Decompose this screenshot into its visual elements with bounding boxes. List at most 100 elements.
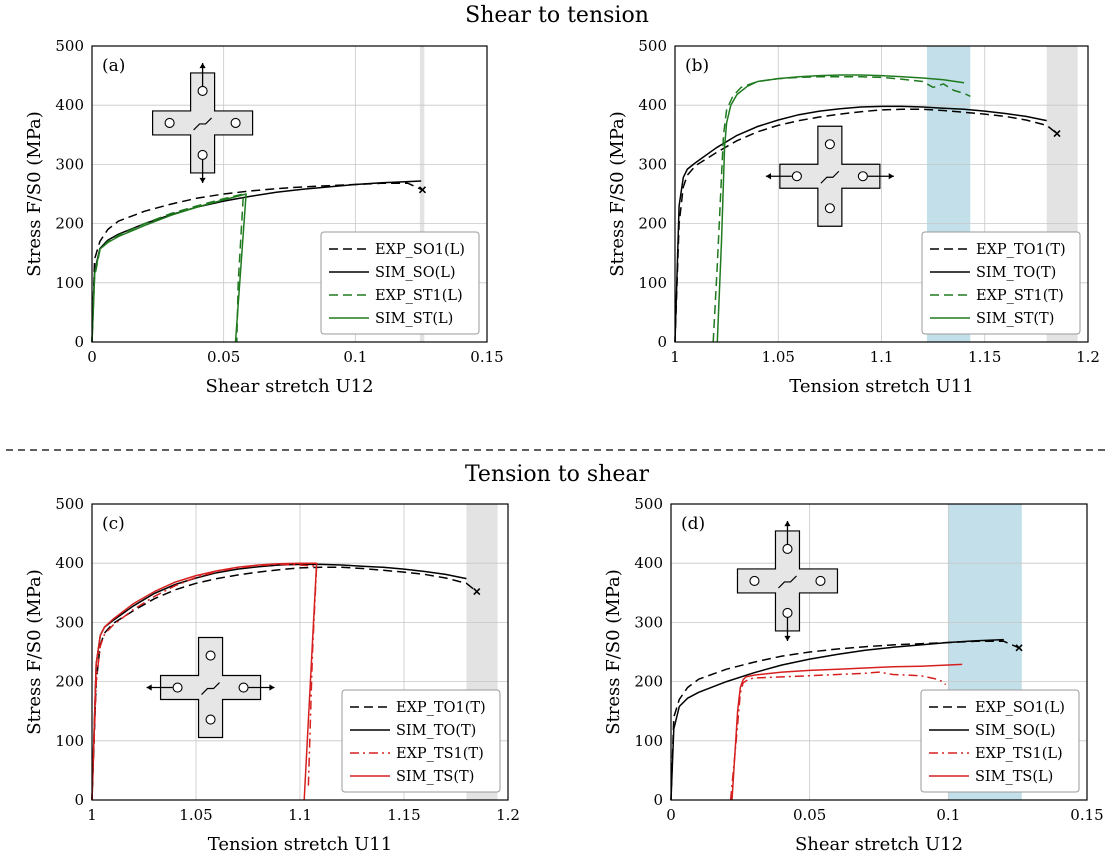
specimen-hole xyxy=(197,85,208,97)
legend-entry: EXP_TO1(T) xyxy=(396,700,486,716)
legend-box xyxy=(920,689,1080,793)
y-tick-label: 300 xyxy=(634,613,663,631)
x-tick-label: 0.1 xyxy=(343,348,367,366)
x-tick-label: 0 xyxy=(87,348,97,366)
legend: EXP_SO1(L) SIM_SO(L) EXP_ST1(L) SIM_ST(L) xyxy=(320,231,480,335)
specimen-hole xyxy=(197,149,208,161)
legend-entry: SIM_ST(L) xyxy=(375,311,453,327)
series-line-exp-to1-t- xyxy=(674,108,1058,343)
failure-marker xyxy=(1053,130,1061,138)
specimen-icon xyxy=(152,62,254,183)
x-tick-label: 1.1 xyxy=(288,806,312,824)
y-tick-label: 200 xyxy=(638,215,667,233)
specimen-hole xyxy=(782,607,793,619)
y-tick-label: 0 xyxy=(74,791,84,809)
load-arrowhead xyxy=(146,684,152,691)
legend-entry: SIM_TS(L) xyxy=(975,769,1053,785)
series-line-sim-so-l- xyxy=(91,180,422,343)
specimen-body-shape xyxy=(779,125,881,227)
specimen-body-shape xyxy=(159,636,262,739)
specimen-hole xyxy=(172,682,183,693)
specimen-hole xyxy=(857,171,868,182)
load-arrowhead xyxy=(888,173,894,180)
legend-box xyxy=(921,231,1081,335)
series-line-sim-ts-t- xyxy=(91,562,318,801)
series-line-sim-st-t- xyxy=(716,74,965,343)
x-axis-label: Tension stretch U11 xyxy=(789,376,973,397)
specimen-hole xyxy=(824,203,835,214)
load-arrowhead xyxy=(765,173,772,180)
failure-marker xyxy=(418,186,427,194)
plot-frame xyxy=(91,45,488,343)
y-tick-label: 400 xyxy=(638,96,667,114)
load-arrowhead xyxy=(269,684,275,691)
x-tick-label: 1.2 xyxy=(1076,348,1100,366)
gray-band xyxy=(419,46,425,342)
series-line-exp-ts1-t- xyxy=(91,563,318,801)
legend-entry: SIM_ST(T) xyxy=(976,311,1054,327)
y-tick-label: 500 xyxy=(55,37,84,55)
x-tick-label: 1 xyxy=(670,348,680,366)
specimen-hole xyxy=(164,117,175,129)
specimen-notch-line xyxy=(193,117,213,131)
legend-entry: EXP_SO1(L) xyxy=(975,700,1065,716)
load-arrowhead xyxy=(199,177,206,183)
x-tick-label: 0.1 xyxy=(936,806,960,824)
panel-label: (b) xyxy=(685,56,709,76)
y-tick-label: 100 xyxy=(634,732,663,750)
y-tick-label: 100 xyxy=(55,274,84,292)
y-tick-label: 300 xyxy=(55,613,84,631)
load-arrowhead xyxy=(784,635,791,641)
x-tick-label: 0.05 xyxy=(207,348,240,366)
bottom-section-heading: Tension to shear xyxy=(464,462,650,487)
legend-entry: EXP_ST1(L) xyxy=(375,288,463,304)
y-tick-label: 0 xyxy=(657,333,667,351)
y-tick-label: 500 xyxy=(638,37,667,55)
panel-label: (c) xyxy=(102,514,125,534)
legend-box xyxy=(341,689,501,793)
x-axis-label: Shear stretch U12 xyxy=(205,376,373,397)
specimen-icon xyxy=(765,125,894,227)
legend-entry: SIM_SO(L) xyxy=(375,265,456,281)
legend-entry: SIM_SO(L) xyxy=(975,723,1056,739)
y-tick-label: 500 xyxy=(634,495,663,513)
specimen-icon xyxy=(146,636,275,739)
x-tick-label: 1.05 xyxy=(179,806,212,824)
specimen-notch-line xyxy=(778,575,797,589)
legend: EXP_TO1(T) SIM_TO(T) EXP_TS1(T) SIM_TS(T) xyxy=(341,689,501,793)
x-tick-label: 1.2 xyxy=(496,806,520,824)
series-line-sim-st-l- xyxy=(91,193,247,343)
y-tick-label: 400 xyxy=(634,554,663,572)
x-tick-label: 1 xyxy=(87,806,97,824)
x-axis-label: Tension stretch U11 xyxy=(208,834,392,855)
specimen-hole xyxy=(791,171,802,182)
legend-entry: SIM_TS(T) xyxy=(396,769,474,785)
plot-frame xyxy=(674,45,1089,343)
panel-label: (d) xyxy=(681,514,705,534)
specimen-hole xyxy=(782,543,793,555)
y-tick-label: 100 xyxy=(55,732,84,750)
y-tick-label: 400 xyxy=(55,96,84,114)
legend-entry: EXP_TS1(L) xyxy=(975,746,1063,762)
legend: EXP_SO1(L) SIM_SO(L) EXP_TS1(L) SIM_TS(L) xyxy=(920,689,1080,793)
series-line-exp-to1-t- xyxy=(91,566,478,801)
plot-frame xyxy=(91,503,509,801)
series-line-exp-st1-t- xyxy=(712,76,971,343)
y-axis-label: Stress F/S0 (MPa) xyxy=(24,111,45,277)
legend-entry: EXP_SO1(L) xyxy=(375,242,465,258)
panel-label: (a) xyxy=(102,56,125,76)
x-tick-label: 1.15 xyxy=(387,806,420,824)
y-tick-label: 300 xyxy=(55,155,84,173)
chart-panel-d: 0 0.05 0.1 0.15 0 100 200 300 400 500 Shear stretc… xyxy=(603,495,1104,855)
series-line-sim-ts-l- xyxy=(731,663,963,801)
specimen-hole xyxy=(230,117,241,129)
legend: EXP_TO1(T) SIM_TO(T) EXP_ST1(T) SIM_ST(T) xyxy=(921,231,1081,335)
x-tick-label: 0.15 xyxy=(1070,806,1103,824)
y-axis-label: Stress F/S0 (MPa) xyxy=(24,569,45,735)
y-axis-label: Stress F/S0 (MPa) xyxy=(603,569,624,735)
specimen-hole xyxy=(824,139,835,150)
y-tick-label: 400 xyxy=(55,554,84,572)
x-tick-label: 1.1 xyxy=(870,348,894,366)
top-section-heading: Shear to tension xyxy=(465,3,649,28)
